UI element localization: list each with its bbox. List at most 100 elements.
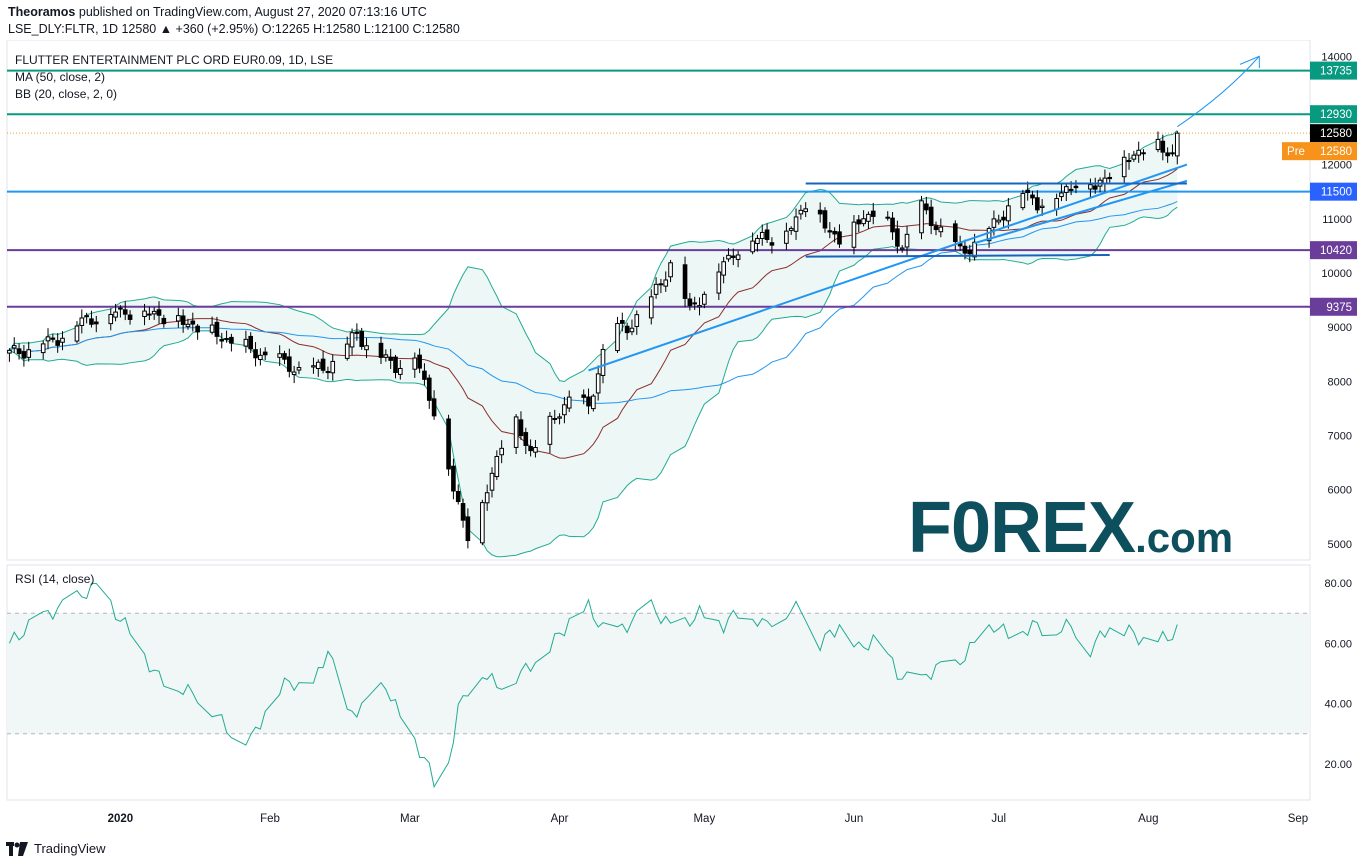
author-name[interactable]: Theoramos — [8, 5, 76, 19]
candle-up — [1121, 156, 1127, 178]
candle-down — [417, 354, 422, 369]
tradingview-label: TradingView — [34, 841, 106, 856]
tradingview-logo[interactable]: TradingView — [6, 841, 106, 856]
candle-down — [933, 225, 939, 231]
level-label-box — [1310, 61, 1357, 80]
price-tick-label: 11000 — [1322, 214, 1352, 226]
candle-down — [832, 230, 837, 235]
candle-down — [928, 206, 934, 227]
candle-down — [764, 229, 770, 240]
level-label-text: 12580 — [1320, 128, 1352, 140]
rsi-tick-label: 20.00 — [1324, 759, 1352, 771]
candle-down — [455, 491, 461, 503]
candle-down — [619, 320, 625, 324]
candle-up — [1039, 205, 1045, 209]
candle-down — [1160, 140, 1166, 153]
candle-down — [692, 302, 698, 305]
candle-down — [180, 315, 186, 325]
candle-down — [195, 325, 200, 333]
candle-down — [127, 314, 133, 320]
candle-up — [600, 348, 606, 376]
candle-down — [822, 210, 828, 229]
candle-down — [354, 331, 360, 334]
candle-down — [817, 209, 823, 215]
candle-down — [952, 223, 958, 243]
candle-up — [277, 353, 282, 358]
candle-down — [93, 321, 99, 325]
candle-down — [1126, 160, 1132, 163]
tradingview-icon — [6, 841, 28, 856]
candle-up — [330, 360, 336, 374]
candle-down — [1025, 189, 1030, 194]
candle-up — [383, 354, 389, 358]
candle-down — [147, 313, 152, 316]
bb-fill — [9, 130, 1178, 557]
candle-up — [557, 416, 562, 419]
candle-down — [393, 356, 398, 374]
candle-down — [1035, 197, 1040, 211]
ma-legend: MA (50, close, 2) — [15, 70, 106, 84]
price-tick-label: 6000 — [1328, 485, 1352, 497]
symbol-info: LSE_DLY:FLTR, 1D 12580 ▲ +360 (+2.95%) O… — [8, 22, 460, 36]
candle-up — [885, 216, 891, 219]
candle-down — [248, 335, 254, 350]
candle-up — [759, 231, 765, 239]
trendline-long — [588, 163, 1188, 372]
candle-up — [668, 262, 673, 278]
candle-down — [1107, 176, 1113, 180]
candle-up — [1170, 152, 1175, 155]
candle-up — [716, 271, 722, 294]
candle-up — [634, 314, 640, 327]
candle-down — [1073, 185, 1079, 189]
candle-up — [349, 332, 355, 348]
candle-down — [523, 432, 529, 446]
candle-up — [79, 317, 85, 326]
candle-up — [648, 296, 654, 319]
level-label-box — [1310, 241, 1357, 260]
candle-up — [547, 415, 553, 445]
candle-up — [499, 447, 504, 456]
candle-up — [142, 310, 147, 318]
candle-up — [788, 227, 794, 231]
candle-up — [552, 418, 558, 421]
candle-up — [972, 241, 977, 258]
rsi-line — [8, 582, 1178, 789]
candle-up — [566, 396, 572, 409]
candle-up — [658, 283, 664, 286]
candle-up — [40, 343, 46, 354]
candle-up — [513, 416, 519, 448]
candle-down — [214, 321, 220, 337]
candle-up — [1131, 154, 1137, 160]
candle-up — [595, 373, 601, 394]
rsi-legend: RSI (14, close) — [15, 572, 95, 586]
candle-down — [55, 340, 60, 346]
candle-down — [769, 242, 775, 246]
candle-up — [315, 361, 321, 370]
candle-down — [253, 349, 258, 359]
candle-down — [1165, 152, 1170, 157]
candle-up — [185, 323, 191, 328]
publish-info: Theoramos published on TradingView.com, … — [8, 5, 427, 19]
candle-up — [750, 240, 755, 253]
candle-down — [282, 353, 287, 360]
candle-down — [50, 337, 56, 340]
candle-down — [422, 370, 427, 380]
price-chart[interactable]: 5000600070008000900010000110001200013000… — [0, 40, 1369, 840]
forex-suffix: .com — [1135, 514, 1234, 561]
time-tick-label: Feb — [260, 813, 280, 825]
level-label-box — [1310, 182, 1357, 201]
forex-wordmark: F0REX — [908, 488, 1136, 568]
candle-up — [11, 345, 17, 349]
candle-down — [581, 394, 587, 398]
candle-down — [156, 309, 162, 316]
time-tick-label: Jul — [991, 813, 1006, 825]
candle-up — [533, 447, 538, 453]
candle-down — [460, 503, 466, 521]
publish-text: published on TradingView.com, August 27,… — [78, 5, 427, 19]
candle-up — [325, 371, 331, 374]
candle-down — [465, 516, 471, 542]
candle-up — [176, 315, 181, 322]
candle-down — [426, 377, 432, 401]
candle-up — [866, 213, 871, 222]
candle-up — [398, 367, 403, 375]
